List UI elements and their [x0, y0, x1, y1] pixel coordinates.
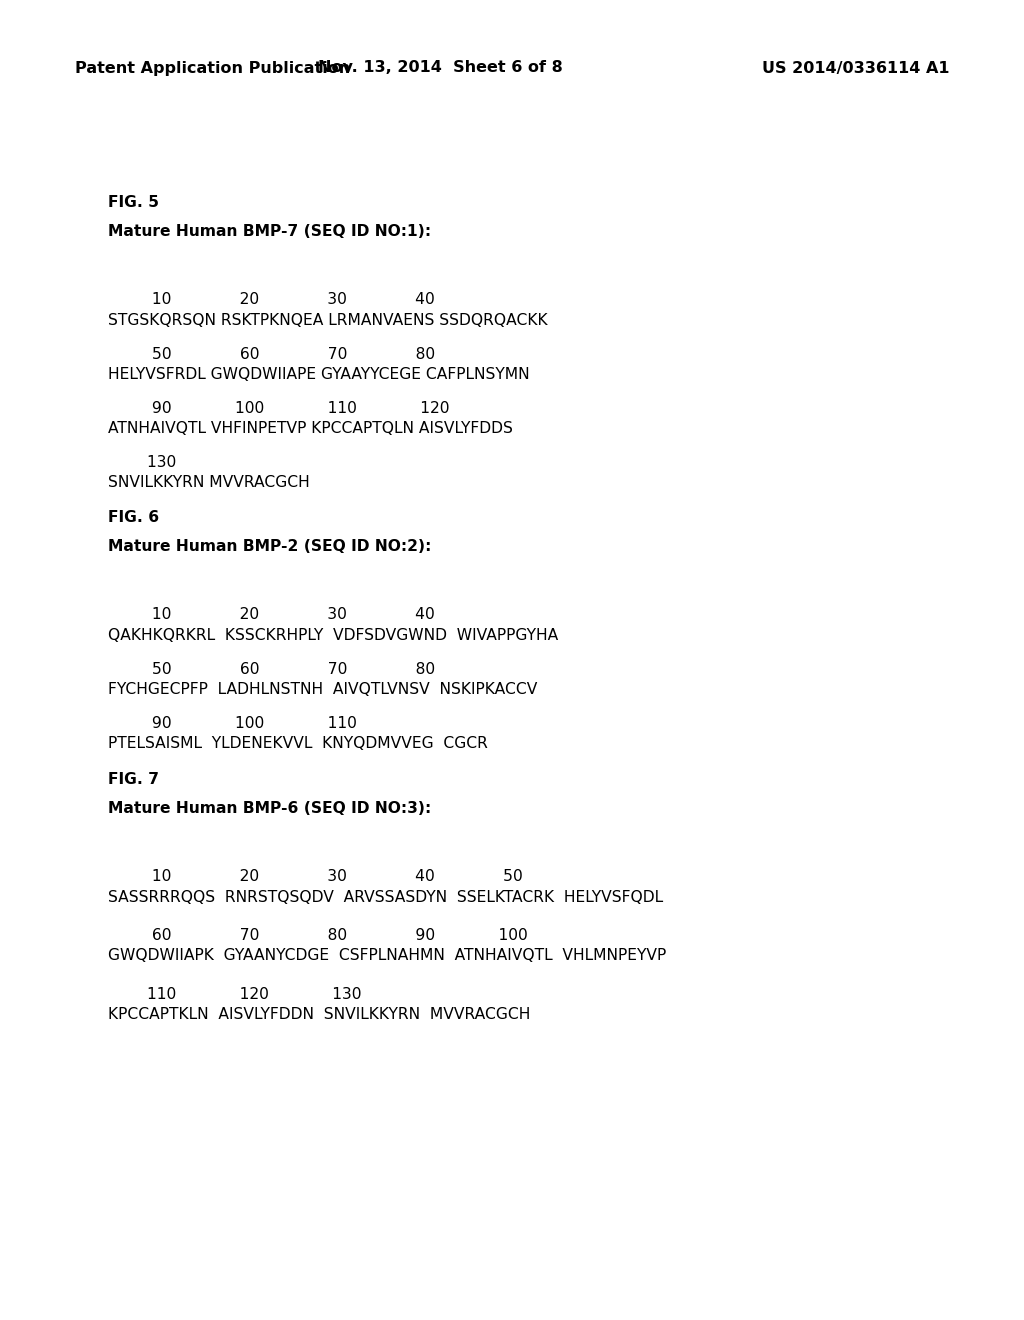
Text: ATNHAIVQTL VHFINPETVP KPCCAPTQLN AISVLYFDDS: ATNHAIVQTL VHFINPETVP KPCCAPTQLN AISVLYF…	[108, 421, 513, 436]
Text: 50              60              70              80: 50 60 70 80	[108, 663, 435, 677]
Text: Mature Human BMP-2 (SEQ ID NO:2):: Mature Human BMP-2 (SEQ ID NO:2):	[108, 539, 431, 554]
Text: STGSKQRSQN RSKTPKNQEA LRMANVAENS SSDQRQACKK: STGSKQRSQN RSKTPKNQEA LRMANVAENS SSDQRQA…	[108, 313, 548, 327]
Text: 10              20              30              40              50: 10 20 30 40 50	[108, 869, 522, 884]
Text: US 2014/0336114 A1: US 2014/0336114 A1	[763, 61, 950, 75]
Text: 90             100             110: 90 100 110	[108, 715, 357, 731]
Text: FIG. 5: FIG. 5	[108, 195, 159, 210]
Text: FIG. 6: FIG. 6	[108, 510, 159, 525]
Text: SNVILKKYRN MVVRACGCH: SNVILKKYRN MVVRACGCH	[108, 475, 309, 490]
Text: 130: 130	[108, 455, 176, 470]
Text: Patent Application Publication: Patent Application Publication	[75, 61, 350, 75]
Text: FYCHGECPFP  LADHLNSTNH  AIVQTLVNSV  NSKIPKACCV: FYCHGECPFP LADHLNSTNH AIVQTLVNSV NSKIPKA…	[108, 682, 538, 697]
Text: Mature Human BMP-6 (SEQ ID NO:3):: Mature Human BMP-6 (SEQ ID NO:3):	[108, 801, 431, 816]
Text: 60              70              80              90             100: 60 70 80 90 100	[108, 928, 527, 942]
Text: GWQDWIIAPK  GYAANYCDGE  CSFPLNAHMN  ATNHAIVQTL  VHLMNPEYVP: GWQDWIIAPK GYAANYCDGE CSFPLNAHMN ATNHAIV…	[108, 948, 667, 964]
Text: QAKHKQRKRL  KSSCKRHPLY  VDFSDVGWND  WIVAPPGYHA: QAKHKQRKRL KSSCKRHPLY VDFSDVGWND WIVAPPG…	[108, 628, 558, 643]
Text: 10              20              30              40: 10 20 30 40	[108, 607, 435, 622]
Text: HELYVSFRDL GWQDWIIAPE GYAAYYCEGE CAFPLNSYMN: HELYVSFRDL GWQDWIIAPE GYAAYYCEGE CAFPLNS…	[108, 367, 529, 381]
Text: KPCCAPTKLN  AISVLYFDDN  SNVILKKYRN  MVVRACGCH: KPCCAPTKLN AISVLYFDDN SNVILKKYRN MVVRACG…	[108, 1007, 530, 1022]
Text: 90             100             110             120: 90 100 110 120	[108, 401, 450, 416]
Text: SASSRRRQQS  RNRSTQSQDV  ARVSSASDYN  SSELKTACRK  HELYVSFQDL: SASSRRRQQS RNRSTQSQDV ARVSSASDYN SSELKTA…	[108, 890, 664, 906]
Text: Nov. 13, 2014  Sheet 6 of 8: Nov. 13, 2014 Sheet 6 of 8	[317, 61, 562, 75]
Text: FIG. 7: FIG. 7	[108, 772, 159, 787]
Text: Mature Human BMP-7 (SEQ ID NO:1):: Mature Human BMP-7 (SEQ ID NO:1):	[108, 224, 431, 239]
Text: 110             120             130: 110 120 130	[108, 987, 361, 1002]
Text: PTELSAISML  YLDENEKVVL  KNYQDMVVEG  CGCR: PTELSAISML YLDENEKVVL KNYQDMVVEG CGCR	[108, 737, 487, 751]
Text: 50              60              70              80: 50 60 70 80	[108, 347, 435, 362]
Text: 10              20              30              40: 10 20 30 40	[108, 292, 435, 308]
